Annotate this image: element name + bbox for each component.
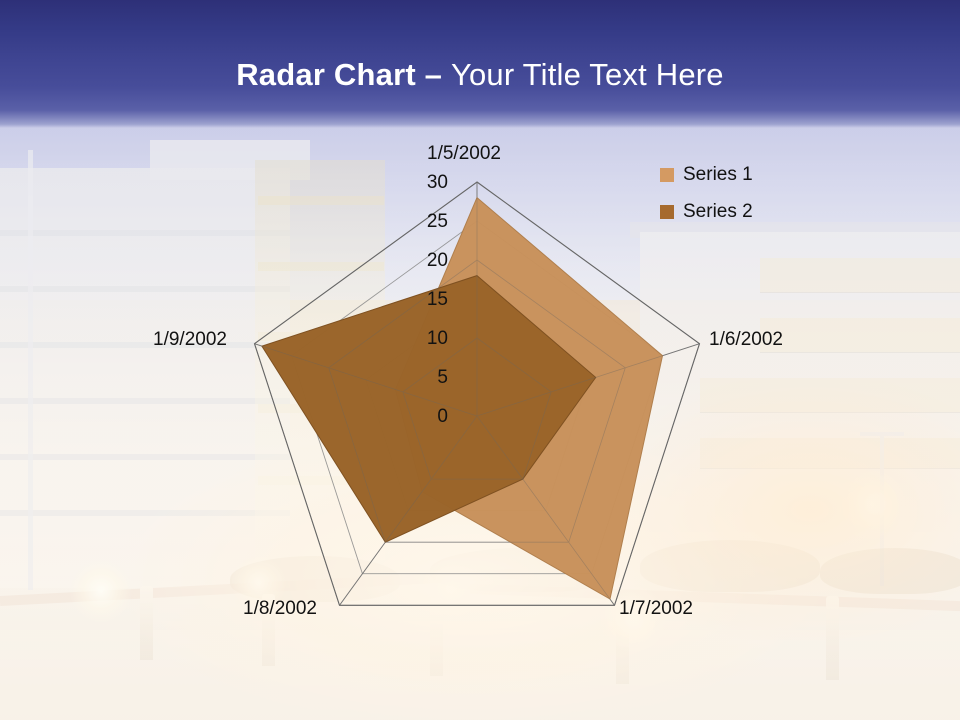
- category-label-1-7-2002: 1/7/2002: [619, 598, 693, 619]
- page-title-bold: Radar Chart: [236, 57, 416, 92]
- category-label-1-5-2002: 1/5/2002: [427, 143, 501, 164]
- category-label-1-9-2002: 1/9/2002: [153, 329, 227, 350]
- page-title-light: Your Title Text Here: [450, 57, 724, 92]
- series-2-area[interactable]: [261, 275, 597, 543]
- legend-label-series-1: Series 1: [683, 164, 753, 185]
- radial-tick-25: 25: [426, 211, 448, 232]
- page-title-dash: –: [415, 57, 451, 92]
- radar-gridlines-overlay: [253, 181, 701, 606]
- page-title: Radar Chart – Your Title Text Here: [0, 58, 960, 92]
- legend-item-series-2[interactable]: Series 2: [660, 197, 753, 227]
- radial-tick-20: 20: [426, 250, 448, 271]
- title-banner: Radar Chart – Your Title Text Here: [0, 0, 960, 128]
- radial-tick-15: 15: [426, 289, 448, 310]
- legend-swatch-icon-series-1: [660, 168, 674, 182]
- radial-tick-0: 0: [437, 406, 448, 427]
- chart-legend: Series 1 Series 2: [660, 160, 753, 234]
- category-label-1-8-2002: 1/8/2002: [243, 598, 317, 619]
- radial-tick-5: 5: [437, 367, 448, 388]
- legend-label-series-2: Series 2: [683, 201, 753, 222]
- radial-tick-30: 30: [426, 172, 448, 193]
- legend-swatch-icon-series-2: [660, 205, 674, 219]
- legend-item-series-1[interactable]: Series 1: [660, 160, 753, 190]
- category-label-1-6-2002: 1/6/2002: [709, 329, 783, 350]
- grid-ring-30: [253, 181, 701, 606]
- radial-tick-10: 10: [426, 328, 448, 349]
